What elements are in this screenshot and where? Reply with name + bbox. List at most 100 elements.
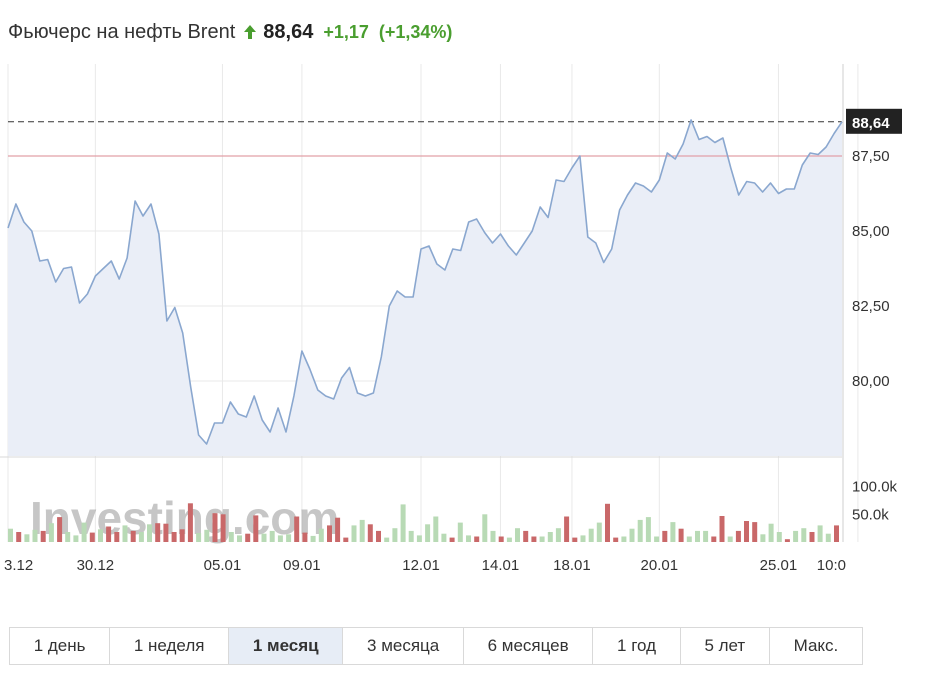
volume-bar	[817, 525, 823, 542]
volume-tick-label: 50.0k	[852, 506, 889, 523]
range-button[interactable]: 1 год	[593, 628, 681, 664]
volume-bar	[793, 530, 799, 542]
x-tick-label: 12.01	[402, 557, 440, 574]
volume-bar	[204, 529, 210, 542]
volume-bar	[441, 533, 447, 542]
last-price-label: 88,64	[852, 115, 890, 132]
price-change-percent: (+1,34%)	[378, 21, 453, 42]
x-tick-label: 09.01	[283, 557, 321, 574]
y-tick-label: 80,00	[852, 373, 890, 390]
instrument-title: Фьючерс на нефть Brent	[8, 20, 236, 43]
range-button[interactable]: 1 день	[10, 628, 111, 664]
price-change: +1,17	[323, 21, 369, 42]
volume-bar	[809, 532, 815, 542]
volume-bar	[98, 529, 103, 542]
y-tick-label: 85,00	[852, 223, 890, 240]
volume-bar	[588, 528, 594, 542]
volume-bar	[40, 530, 46, 542]
volume-bar	[147, 524, 152, 542]
volume-bar	[752, 522, 758, 542]
volume-bar	[613, 537, 619, 542]
volume-bar	[220, 514, 226, 542]
volume-bar	[482, 514, 488, 542]
volume-bar	[24, 534, 30, 542]
volume-bar	[122, 525, 128, 542]
volume-bar	[253, 515, 259, 542]
quote-header: Фьючерс на нефть Brent 88,64 +1,17 (+1,3…	[8, 18, 452, 46]
volume-bar	[384, 537, 390, 542]
x-tick-label: 20.01	[641, 557, 679, 574]
volume-bar	[523, 530, 529, 542]
volume-bar	[8, 528, 13, 542]
last-price: 88,64	[263, 20, 314, 43]
volume-bar	[163, 523, 169, 542]
volume-bar	[89, 532, 95, 542]
volume-bar	[695, 530, 700, 542]
volume-bar	[686, 536, 692, 542]
range-button[interactable]: 5 лет	[680, 628, 770, 664]
volume-bar	[65, 532, 71, 542]
volume-bar	[678, 528, 684, 542]
volume-bar	[605, 503, 610, 542]
up-arrow-icon	[243, 24, 257, 40]
volume-bar	[474, 536, 480, 542]
volume-bar	[727, 536, 733, 542]
x-tick-label: 3.12	[4, 557, 33, 574]
volume-bar	[515, 528, 520, 542]
volume-bar	[16, 532, 22, 542]
volume-bar	[400, 504, 406, 542]
volume-bar	[654, 536, 660, 542]
volume-bar	[703, 530, 709, 542]
volume-bar	[302, 532, 308, 542]
volume-bar	[719, 516, 725, 542]
volume-bar	[359, 519, 365, 542]
chart-canvas[interactable]: 87,5085,0082,5080,0088,64Investing.com10…	[0, 64, 938, 584]
volume-bar	[711, 536, 717, 542]
range-button[interactable]: 6 месяцев	[463, 628, 594, 664]
volume-bar	[367, 524, 373, 542]
volume-bar	[629, 528, 635, 542]
x-tick-label: 18.01	[553, 557, 591, 574]
price-area-fill	[8, 120, 842, 456]
volume-bar	[114, 532, 120, 542]
x-tick-label: 05.01	[204, 557, 242, 574]
volume-bar	[245, 533, 251, 542]
volume-bar	[392, 528, 398, 542]
volume-bar	[237, 535, 242, 542]
volume-bar	[425, 524, 431, 542]
volume-bar	[261, 533, 267, 542]
price-chart[interactable]: 87,50 85,00 82,50 80,00 88,64 Investing.com 10…	[0, 64, 938, 584]
volume-bar	[187, 503, 193, 542]
volume-bar	[376, 530, 381, 542]
volume-bar	[760, 534, 766, 542]
volume-bar	[547, 532, 553, 542]
volume-bar	[433, 516, 439, 542]
volume-bar	[637, 519, 643, 542]
volume-bar	[269, 530, 275, 542]
price-series-line[interactable]	[7, 119, 843, 445]
volume-bar	[155, 523, 161, 542]
volume-tick-label: 100.0k	[852, 479, 898, 496]
range-button[interactable]: 1 неделя	[110, 628, 230, 664]
x-tick-label: 10:0	[817, 557, 846, 574]
range-button[interactable]: 3 месяца	[343, 628, 464, 664]
volume-bar	[645, 517, 651, 542]
volume-bar	[277, 535, 283, 542]
y-tick-label: 82,50	[852, 298, 890, 315]
volume-bar	[466, 535, 471, 542]
volume-bar	[784, 539, 790, 542]
volume-bar	[555, 528, 561, 542]
volume-bar	[138, 532, 144, 542]
volume-bar	[351, 525, 357, 542]
volume-bar	[106, 526, 112, 542]
volume-bar	[343, 537, 349, 542]
volume-bar	[408, 530, 414, 542]
volume-bar	[580, 535, 586, 542]
volume-bar	[621, 536, 627, 542]
volume-bar	[449, 537, 455, 542]
volume-bar	[776, 532, 782, 542]
volume-bar	[73, 535, 79, 542]
volume-bar	[498, 536, 504, 542]
range-button[interactable]: 1 месяц	[229, 628, 344, 664]
range-button[interactable]: Макс.	[769, 628, 862, 664]
